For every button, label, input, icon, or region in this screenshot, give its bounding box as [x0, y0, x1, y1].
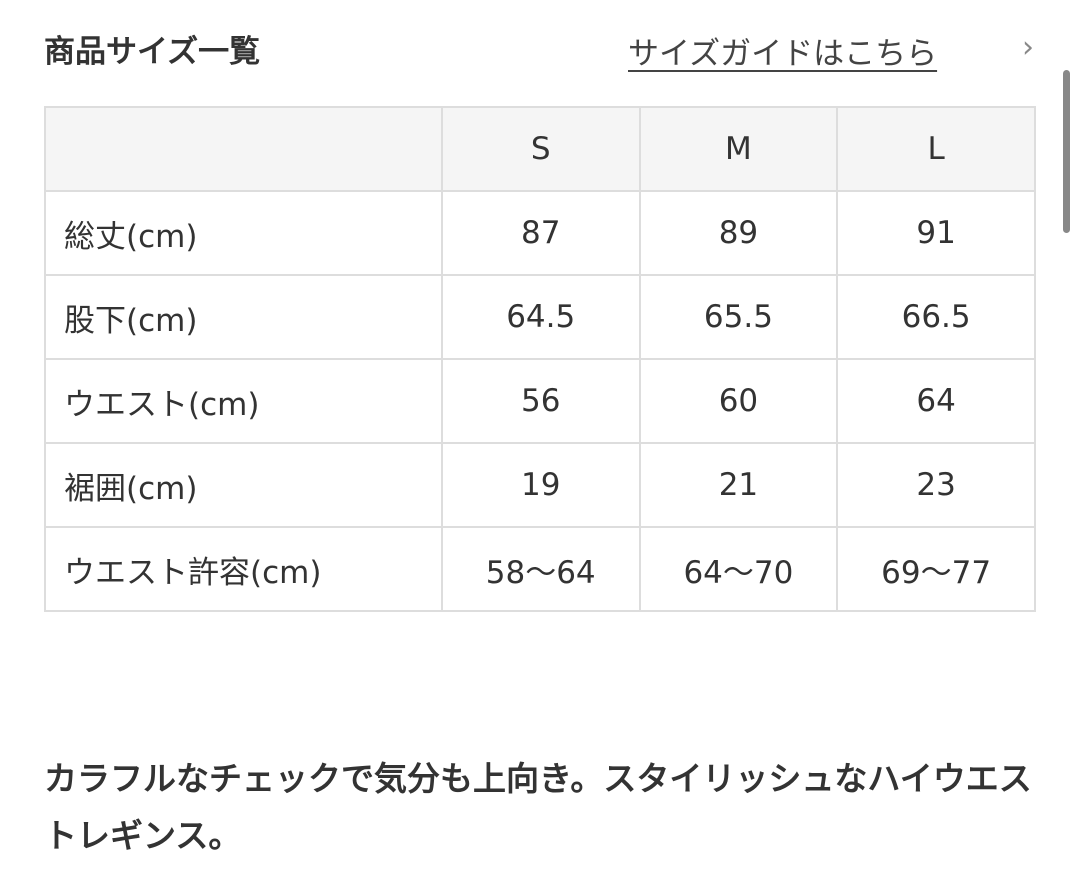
cell: 60: [638, 358, 839, 444]
header-cell: S: [440, 106, 641, 192]
cell: 64.5: [440, 274, 641, 360]
cell: 56: [440, 358, 641, 444]
row-label: ウエスト(cm): [44, 358, 443, 444]
cell: 58〜64: [440, 526, 641, 612]
cell: 64〜70: [638, 526, 839, 612]
cell: 69〜77: [836, 526, 1036, 612]
size-guide-link[interactable]: サイズガイドはこちら: [628, 36, 938, 72]
header-cell: L: [836, 106, 1036, 192]
cell: 19: [440, 442, 641, 528]
header-cell: [44, 106, 443, 192]
table-row: 股下(cm) 64.5 65.5 66.5: [44, 274, 1036, 360]
size-table: S M L 総丈(cm) 87 89 91 股下(cm) 64.5 65.5 6…: [44, 106, 1036, 612]
table-row: ウエスト(cm) 56 60 64: [44, 358, 1036, 444]
table-row: 総丈(cm) 87 89 91: [44, 190, 1036, 276]
cell: 21: [638, 442, 839, 528]
cell: 23: [836, 442, 1036, 528]
scrollbar[interactable]: [1063, 70, 1070, 233]
table-header-row: S M L: [44, 106, 1036, 192]
page-title: 商品サイズ一覧: [44, 34, 261, 70]
cell: 64: [836, 358, 1036, 444]
chevron-right-icon[interactable]: ›: [1022, 30, 1034, 65]
row-label: 裾囲(cm): [44, 442, 443, 528]
cell: 91: [836, 190, 1036, 276]
cell: 66.5: [836, 274, 1036, 360]
cell: 87: [440, 190, 641, 276]
cell: 89: [638, 190, 839, 276]
cell: 65.5: [638, 274, 839, 360]
row-label: 総丈(cm): [44, 190, 443, 276]
product-description: カラフルなチェックで気分も上向き。スタイリッシュなハイウエストレギンス。: [44, 759, 1032, 855]
table-row: 裾囲(cm) 19 21 23: [44, 442, 1036, 528]
header-cell: M: [638, 106, 839, 192]
row-label: 股下(cm): [44, 274, 443, 360]
row-label: ウエスト許容(cm): [44, 526, 443, 612]
table-row: ウエスト許容(cm) 58〜64 64〜70 69〜77: [44, 526, 1036, 612]
